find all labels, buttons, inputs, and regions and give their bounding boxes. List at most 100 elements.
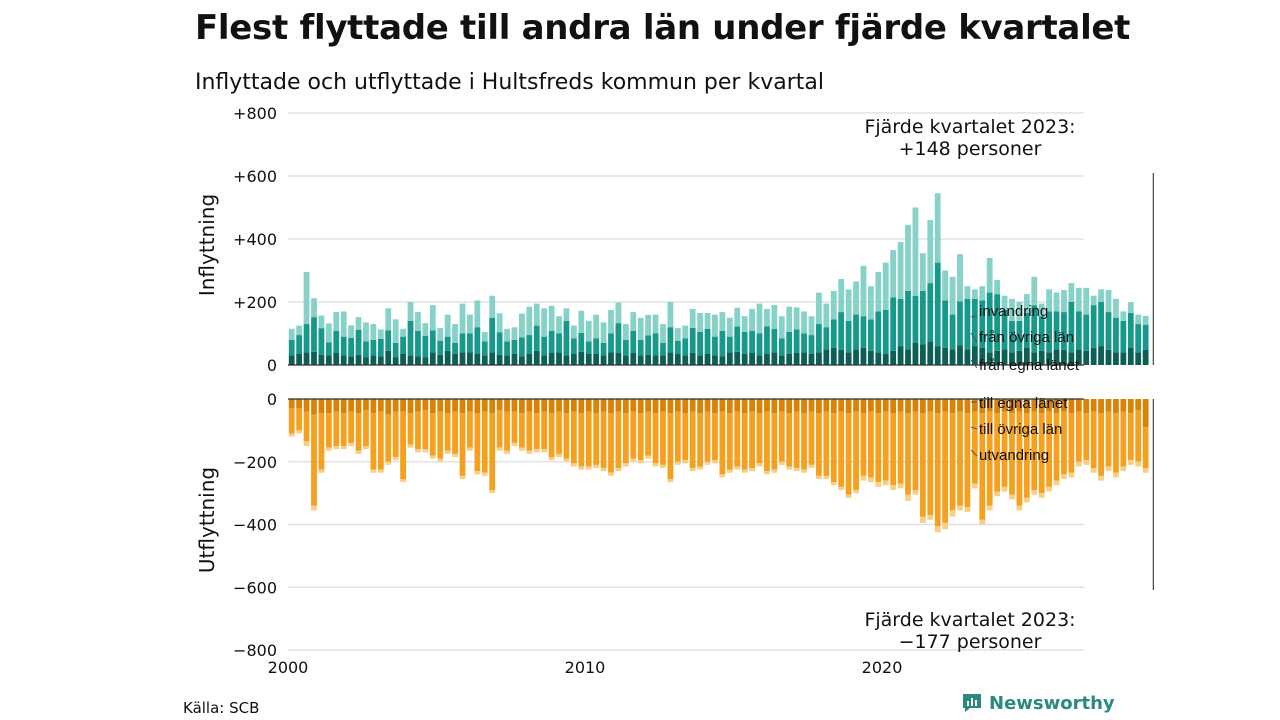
bar-outflow-emigration [949, 510, 956, 517]
bar-inflow-immigration [318, 315, 325, 329]
bar-inflow-other-counties [897, 298, 904, 347]
bar-inflow-other-counties [593, 338, 600, 354]
bar-inflow-own-county [1046, 352, 1052, 365]
bar-inflow-immigration [444, 314, 451, 337]
bar-inflow-other-counties [303, 324, 310, 353]
bar-outflow-emigration [608, 472, 614, 476]
brand-logo[interactable]: Newsworthy [961, 692, 1115, 714]
bar-outflow-emigration [392, 457, 399, 461]
bar-outflow-own-county [816, 399, 822, 414]
bar-outflow-own-county [942, 399, 949, 412]
bar-inflow-other-counties [1009, 320, 1015, 353]
bar-outflow-own-county [971, 399, 978, 412]
bar-outflow-emigration [407, 444, 414, 448]
bar-outflow-emigration [1038, 493, 1045, 498]
bar-inflow-other-counties [570, 338, 577, 354]
y-tick-label: +800 [233, 104, 277, 123]
bar-inflow-other-counties [429, 330, 436, 353]
y-tick-label: −400 [233, 516, 277, 535]
bar-outflow-emigration [1142, 468, 1149, 473]
bar-outflow-other-counties [771, 413, 778, 470]
bar-inflow-own-county [429, 352, 436, 365]
bar-outflow-own-county [585, 399, 592, 412]
bar-outflow-emigration [674, 461, 681, 465]
legend-label: invandring [979, 303, 1048, 320]
bar-inflow-immigration [429, 305, 436, 331]
bar-inflow-own-county [288, 355, 295, 365]
bar-outflow-emigration [801, 469, 807, 473]
bar-outflow-other-counties [882, 411, 889, 481]
bar-outflow-other-counties [392, 411, 399, 458]
chart-subtitle: Inflyttade och utflyttade i Hultsfreds k… [195, 70, 824, 95]
bar-inflow-immigration [496, 313, 503, 333]
bar-inflow-own-county [519, 356, 525, 365]
bar-inflow-immigration [608, 309, 614, 334]
bar-outflow-other-counties [481, 411, 488, 473]
bar-outflow-own-county [674, 399, 681, 412]
bar-inflow-other-counties [585, 341, 592, 354]
bar-inflow-own-county [459, 352, 466, 365]
bar-inflow-other-counties [1113, 317, 1119, 353]
newsworthy-logo-icon [963, 694, 981, 712]
bar-inflow-other-counties [504, 341, 510, 356]
bar-outflow-other-counties [1090, 411, 1097, 469]
bar-inflow-own-county [882, 353, 889, 365]
bar-inflow-immigration [830, 290, 837, 320]
bar-outflow-own-county [363, 399, 369, 410]
bar-outflow-own-county [808, 399, 815, 412]
bar-outflow-emigration [600, 468, 607, 472]
bar-outflow-own-county [786, 399, 793, 414]
bar-inflow-own-county [400, 353, 406, 365]
bar-inflow-own-county [927, 341, 934, 365]
bar-outflow-emigration [541, 449, 548, 453]
bar-outflow-other-counties [652, 413, 659, 464]
y-axis-label-inflow: Inflyttning [195, 194, 219, 296]
bar-outflow-emigration [1031, 489, 1038, 495]
bar-outflow-own-county [726, 399, 733, 414]
legend-label: till egna länet [979, 395, 1068, 412]
bar-inflow-other-counties [481, 341, 488, 356]
bar-outflow-own-county [1135, 399, 1142, 410]
bar-outflow-emigration [1046, 486, 1052, 492]
bar-outflow-own-county [964, 399, 971, 414]
bar-outflow-emigration [927, 515, 934, 520]
bar-outflow-other-counties [1142, 427, 1149, 469]
bar-inflow-other-counties [1142, 324, 1149, 350]
bar-outflow-other-counties [905, 413, 911, 495]
bar-inflow-own-county [296, 353, 303, 365]
bar-inflow-immigration [533, 303, 540, 326]
bar-inflow-immigration [682, 325, 689, 339]
bar-outflow-other-counties [630, 411, 637, 459]
bar-outflow-other-counties [778, 411, 785, 462]
bar-inflow-own-county [682, 355, 689, 365]
bar-outflow-other-counties [719, 411, 726, 475]
bar-outflow-emigration [726, 469, 733, 473]
bar-outflow-own-county [823, 399, 830, 412]
bar-inflow-own-county [793, 353, 800, 365]
bar-outflow-own-county [407, 399, 414, 414]
bar-inflow-other-counties [1105, 312, 1112, 350]
bar-inflow-other-counties [422, 335, 429, 358]
bar-outflow-own-county [867, 399, 874, 412]
bar-inflow-own-county [385, 350, 392, 365]
bar-outflow-emigration [318, 469, 325, 473]
bar-outflow-other-counties [660, 411, 666, 465]
bar-outflow-own-county [311, 399, 317, 415]
bar-outflow-own-county [400, 399, 406, 412]
bar-outflow-other-counties [311, 414, 317, 506]
bar-inflow-immigration [1016, 302, 1023, 321]
bar-outflow-emigration [288, 433, 295, 437]
bar-outflow-other-counties [1113, 413, 1119, 473]
bar-inflow-immigration [296, 325, 303, 336]
y-axis-label-outflow: Utflyttning [195, 467, 219, 573]
bar-inflow-own-county [808, 353, 815, 365]
bar-inflow-immigration [630, 312, 637, 331]
bar-inflow-immigration [949, 276, 956, 315]
bar-inflow-own-county [697, 355, 704, 365]
bar-inflow-other-counties [697, 331, 704, 356]
bar-inflow-other-counties [1031, 305, 1038, 353]
bar-inflow-own-county [957, 345, 963, 365]
bar-outflow-other-counties [875, 413, 882, 483]
bar-inflow-own-county [867, 350, 874, 365]
bar-inflow-own-county [1135, 352, 1142, 365]
